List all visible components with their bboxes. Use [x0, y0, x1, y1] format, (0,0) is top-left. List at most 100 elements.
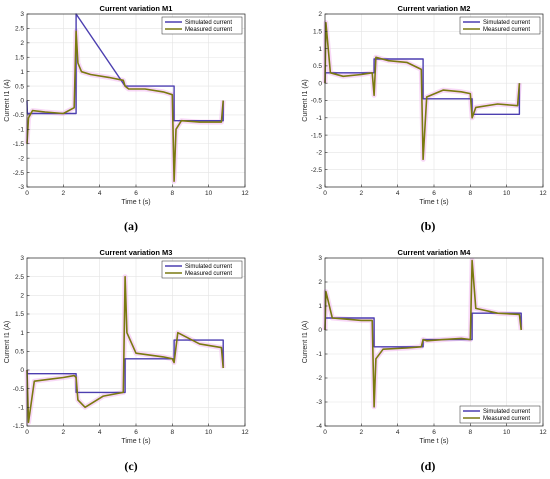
series-line-simulated: [26, 339, 224, 394]
x-tick-label: 8: [171, 429, 175, 436]
legend-label-measured: Measured current: [185, 271, 232, 277]
x-tick-label: 4: [396, 429, 400, 436]
legend-label-measured: Measured current: [483, 27, 530, 33]
chart-panel-1: 0 2 4 6 8 10 12 -3 -2.5 -2 -1.5 -1 -0.5 0 0.5 1 1.5 2 2.5 3…: [4, 4, 249, 233]
y-tick-label: 1.5: [15, 54, 24, 61]
y-tick-label: -3: [316, 184, 322, 191]
y-tick-label: -1.5: [13, 423, 25, 430]
panel-letter: (c): [124, 459, 137, 473]
y-tick-label: -1: [316, 115, 322, 122]
y-tick-label: 2: [318, 279, 322, 286]
y-tick-label: 0: [318, 327, 322, 334]
x-tick-label: 12: [539, 429, 547, 436]
x-tick-label: 12: [539, 190, 547, 197]
y-tick-label: -2: [18, 155, 24, 162]
panel-letter: (b): [421, 219, 436, 233]
x-tick-label: 4: [396, 190, 400, 197]
x-tick-label: 6: [134, 190, 138, 197]
x-tick-label: 10: [503, 429, 511, 436]
y-tick-label: 2: [318, 11, 322, 18]
series-line-measured: [324, 259, 522, 408]
y-tick-label: 1: [318, 303, 322, 310]
y-tick-label: -3: [316, 399, 322, 406]
legend-label-simulated: Simulated current: [185, 264, 232, 270]
x-tick-label: 10: [205, 190, 213, 197]
y-tick-label: 0: [20, 367, 24, 374]
legend-label-measured: Measured current: [185, 27, 232, 33]
legend-label-measured: Measured current: [483, 416, 530, 422]
y-tick-label: 0.5: [313, 63, 322, 70]
series-line-measured: [26, 30, 224, 182]
y-tick-label: -1.5: [13, 141, 25, 148]
series-line-measured: [324, 21, 521, 161]
legend-label-simulated: Simulated current: [185, 20, 232, 26]
y-tick-label: -4: [316, 423, 322, 430]
chart-title: Current variation M1: [100, 4, 173, 13]
x-tick-label: 2: [62, 429, 66, 436]
y-tick-label: 0: [20, 98, 24, 105]
y-tick-label: -3: [18, 184, 24, 191]
x-tick-label: 6: [134, 429, 138, 436]
y-tick-label: -0.5: [13, 386, 25, 393]
series-line-measured: [26, 275, 224, 424]
x-tick-label: 12: [241, 429, 249, 436]
x-tick-label: 8: [171, 190, 175, 197]
y-tick-label: 2: [20, 40, 24, 47]
y-axis-label: Current I1 (A): [4, 79, 11, 121]
y-tick-label: -2.5: [311, 167, 323, 174]
legend-label-simulated: Simulated current: [483, 409, 530, 415]
y-tick-label: 2: [20, 293, 24, 300]
y-tick-label: -1: [316, 351, 322, 358]
y-tick-label: -1.5: [311, 132, 323, 139]
y-tick-label: 2.5: [15, 26, 24, 33]
panel-letter: (a): [124, 219, 138, 233]
y-tick-label: -1: [18, 127, 24, 134]
x-tick-label: 4: [98, 429, 102, 436]
series-line-simulated: [324, 58, 521, 116]
x-axis-label: Time t (s): [121, 438, 150, 445]
x-tick-label: 0: [323, 429, 327, 436]
x-tick-label: 2: [62, 190, 66, 197]
y-tick-label: 1: [20, 69, 24, 76]
y-tick-label: 0: [318, 80, 322, 87]
chart-title: Current variation M4: [398, 248, 472, 257]
y-tick-label: -0.5: [13, 112, 25, 119]
x-tick-label: 8: [469, 190, 473, 197]
y-tick-label: 3: [20, 11, 24, 18]
x-tick-label: 12: [241, 190, 249, 197]
y-tick-label: 3: [20, 255, 24, 262]
x-tick-label: 10: [503, 190, 511, 197]
y-tick-label: 1.5: [15, 311, 24, 318]
y-tick-label: 1.5: [313, 29, 322, 36]
panel-letter: (d): [421, 459, 436, 473]
y-tick-label: -0.5: [311, 98, 323, 105]
y-axis-label: Current I1 (A): [4, 321, 11, 363]
chart-title: Current variation M3: [100, 248, 173, 257]
y-axis-label: Current I1 (A): [302, 321, 309, 363]
x-axis-label: Time t (s): [419, 438, 448, 445]
chart-title: Current variation M2: [398, 4, 471, 13]
y-axis-label: Current I1 (A): [302, 79, 309, 121]
y-tick-label: -1: [18, 405, 24, 412]
legend-label-simulated: Simulated current: [483, 20, 530, 26]
x-axis-label: Time t (s): [121, 199, 150, 206]
x-axis-label: Time t (s): [419, 199, 448, 206]
chart-panel-2: 0 2 4 6 8 10 12 -3 -2.5 -2 -1.5 -1 -0.5 0 0.5 1 1.5 2 Curr…: [302, 4, 547, 233]
y-tick-label: -2: [316, 150, 322, 157]
y-tick-label: -2.5: [13, 170, 25, 177]
y-tick-label: 1: [318, 46, 322, 53]
x-tick-label: 0: [323, 190, 327, 197]
y-tick-label: 1: [20, 330, 24, 337]
x-tick-label: 4: [98, 190, 102, 197]
y-tick-label: 0.5: [15, 349, 24, 356]
y-tick-label: 2.5: [15, 274, 24, 281]
x-tick-label: 8: [469, 429, 473, 436]
x-tick-label: 2: [360, 429, 364, 436]
x-tick-label: 6: [432, 429, 436, 436]
